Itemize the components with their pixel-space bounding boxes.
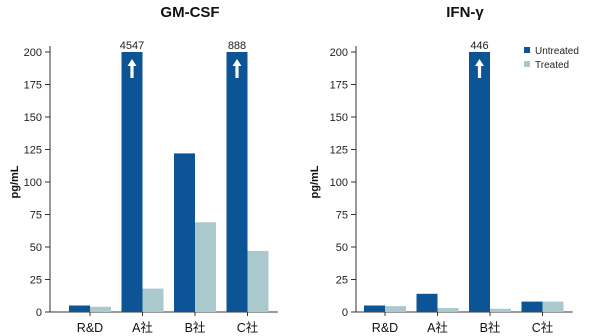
up-arrow-icon xyxy=(475,59,484,78)
legend-swatch-untreated xyxy=(524,47,530,53)
y-tick-label: 25 xyxy=(30,275,42,287)
bar-untreated-b社 xyxy=(174,153,195,312)
y-tick-label: 0 xyxy=(36,307,42,319)
y-tick-label: 125 xyxy=(330,145,348,157)
bar-treated-a社 xyxy=(437,308,459,312)
y-tick-label: 175 xyxy=(330,80,348,92)
legend-label-untreated: Untreated xyxy=(535,46,579,57)
x-tick-label-b社: B社 xyxy=(185,320,206,335)
y-tick-label: 75 xyxy=(30,210,42,222)
legend-swatch-treated xyxy=(524,61,530,67)
x-tick-label-r-and-d: R&D xyxy=(372,321,398,335)
y-axis-label: pg/mL xyxy=(9,165,21,198)
y-axis-label: pg/mL xyxy=(309,165,321,198)
off-scale-value-label: 888 xyxy=(228,40,246,52)
x-tick-label-r-and-d: R&D xyxy=(77,321,103,335)
y-tick-label: 125 xyxy=(24,145,42,157)
x-tick-label-a社: A社 xyxy=(132,320,153,335)
y-tick-label: 25 xyxy=(336,275,348,287)
x-tick-label-a社: A社 xyxy=(427,320,448,335)
off-scale-value-label: 4547 xyxy=(120,40,144,52)
y-tick-label: 50 xyxy=(336,242,348,254)
y-tick-label: 150 xyxy=(330,112,348,124)
x-tick-label-b社: B社 xyxy=(480,320,501,335)
ifn-gamma-chart: IFN-γ pg/mL 0 25 50 75 100 125 150 175 200 R&D A社 B社 C… xyxy=(309,4,573,335)
legend: Untreated Treated xyxy=(524,46,579,71)
bar-treated-c社 xyxy=(247,250,269,312)
off-scale-value-label: 446 xyxy=(470,40,488,52)
legend-label-treated: Treated xyxy=(535,60,569,71)
up-arrow-icon xyxy=(127,59,137,78)
up-arrow-icon xyxy=(232,59,242,78)
bar-untreated-a社 xyxy=(121,52,143,312)
y-tick-label: 50 xyxy=(30,242,42,254)
bar-treated-a社 xyxy=(142,288,164,312)
bar-untreated-a社 xyxy=(416,293,438,312)
x-tick-label-c社: C社 xyxy=(532,320,554,335)
y-tick-label: 100 xyxy=(330,177,348,189)
bar-treated-r-and-d xyxy=(385,306,406,312)
y-tick-label: 175 xyxy=(24,80,42,92)
gm-csf-chart: GM-CSF pg/mL 0 25 50 75 100 125 150 175 200 R&D A社 B社… xyxy=(9,4,278,335)
y-tick-label: 100 xyxy=(24,177,42,189)
x-tick-label-c社: C社 xyxy=(237,320,259,335)
bar-untreated-r-and-d xyxy=(69,305,90,312)
y-tick-label: 0 xyxy=(342,307,348,319)
y-tick-label: 200 xyxy=(24,47,42,59)
bar-untreated-b社 xyxy=(469,52,490,312)
bar-untreated-r-and-d xyxy=(364,305,385,312)
bar-untreated-c社 xyxy=(226,52,248,312)
chart-title: IFN-γ xyxy=(446,4,484,21)
y-tick-label: 200 xyxy=(330,47,348,59)
chart-title: GM-CSF xyxy=(160,4,219,21)
y-tick-label: 150 xyxy=(24,112,42,124)
bar-treated-b社 xyxy=(195,222,216,312)
bar-treated-c社 xyxy=(542,301,564,312)
bar-treated-r-and-d xyxy=(90,306,111,312)
bar-treated-b社 xyxy=(490,308,511,312)
y-tick-label: 75 xyxy=(336,210,348,222)
bar-untreated-c社 xyxy=(521,301,543,312)
